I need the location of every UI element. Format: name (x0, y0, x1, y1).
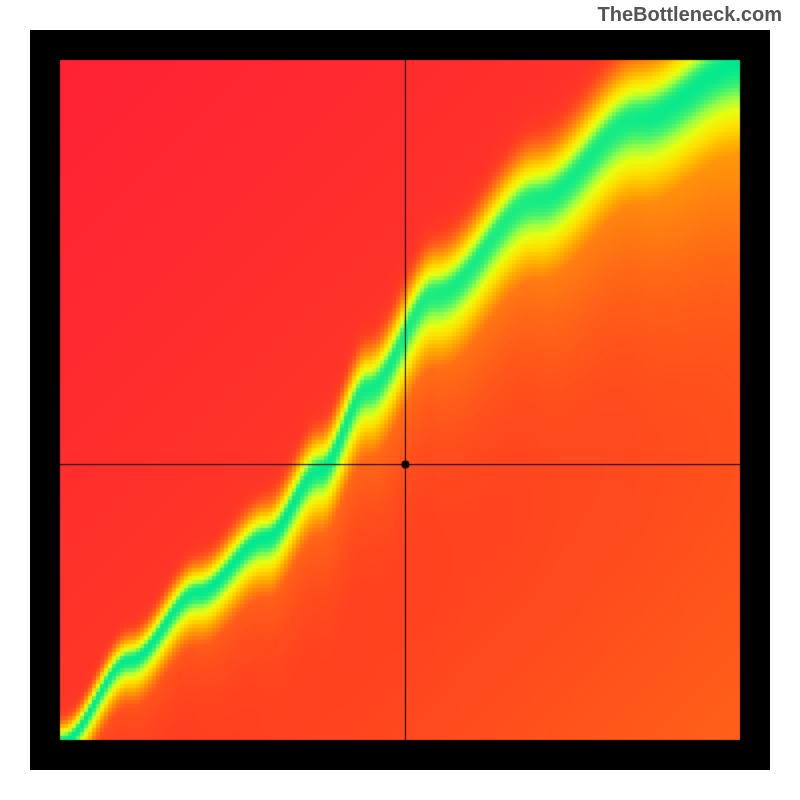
heatmap-canvas (30, 30, 770, 770)
watermark-text: TheBottleneck.com (598, 4, 782, 27)
figure-container: TheBottleneck.com (0, 0, 800, 800)
heatmap-frame (30, 30, 770, 770)
